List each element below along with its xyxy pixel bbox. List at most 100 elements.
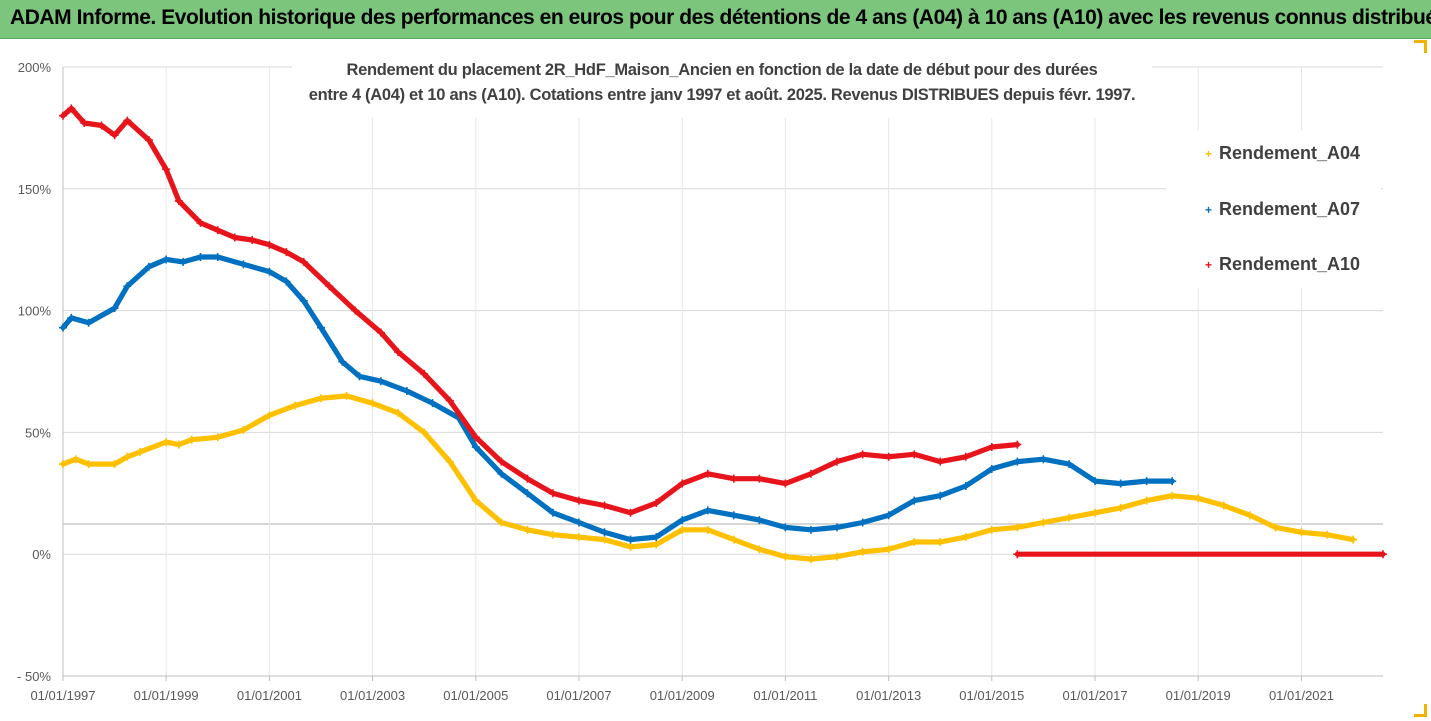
- data-point: [1142, 477, 1151, 486]
- data-point: [910, 496, 919, 505]
- data-point: [961, 533, 970, 542]
- data-point: [59, 323, 67, 332]
- data-point: [471, 496, 480, 505]
- data-point: [213, 226, 222, 235]
- data-point: [1271, 523, 1280, 532]
- data-point: [248, 235, 257, 244]
- legend-marker-a07: +: [1205, 203, 1213, 217]
- data-point: [445, 396, 454, 405]
- data-point: [136, 447, 145, 456]
- data-point: [600, 501, 609, 510]
- series-rendement_a07: [59, 253, 1177, 544]
- x-tick-label: 01/01/2003: [340, 688, 405, 703]
- y-tick-label: 200%: [18, 60, 52, 75]
- data-point: [162, 438, 171, 447]
- data-point: [196, 218, 205, 227]
- data-point: [1116, 479, 1125, 488]
- data-point: [376, 377, 385, 386]
- x-tick-label: 01/01/2005: [443, 688, 508, 703]
- banner: ADAM Informe. Evolution historique des p…: [0, 0, 1431, 39]
- data-point: [1194, 494, 1203, 503]
- legend-label-a04: Rendement_A04: [1219, 143, 1361, 163]
- data-point: [110, 460, 119, 469]
- data-point: [1091, 477, 1100, 486]
- data-point: [548, 508, 557, 517]
- y-tick-label: - 50%: [17, 669, 51, 684]
- data-point: [179, 257, 188, 266]
- series-layer: [59, 104, 1387, 564]
- data-point: [703, 506, 712, 515]
- data-point: [832, 552, 841, 561]
- data-point: [144, 136, 153, 145]
- chart-title-line-2: entre 4 (A04) et 10 ans (A10). Cotations…: [308, 86, 1136, 104]
- data-point: [213, 433, 222, 442]
- data-point: [626, 542, 635, 551]
- data-point: [299, 257, 308, 266]
- series-line: [60, 393, 1356, 562]
- series-line: [60, 254, 1175, 543]
- data-point: [755, 474, 764, 483]
- data-point: [84, 318, 93, 327]
- data-point: [1039, 455, 1048, 464]
- data-point: [420, 369, 429, 378]
- data-point: [316, 394, 325, 403]
- data-point: [71, 455, 80, 464]
- data-point: [428, 399, 437, 408]
- data-point: [600, 528, 609, 537]
- data-point: [316, 323, 325, 332]
- data-point: [187, 435, 196, 444]
- x-tick-label: 01/01/2011: [753, 688, 817, 703]
- y-tick-label: 50%: [25, 425, 51, 440]
- data-point: [1013, 523, 1022, 532]
- data-point: [1013, 440, 1022, 449]
- data-point: [832, 457, 841, 466]
- legend-label-a07: Rendement_A07: [1219, 199, 1361, 219]
- data-point: [338, 357, 347, 366]
- legend-item-a10: + Rendement_A10: [1205, 254, 1360, 280]
- data-point: [342, 391, 351, 400]
- data-point: [1219, 501, 1228, 510]
- data-point: [67, 313, 76, 322]
- data-point: [59, 460, 67, 469]
- x-tick-label: 01/01/2013: [856, 688, 921, 703]
- data-point: [110, 131, 119, 140]
- tick-labels: 200% 150% 100% 50% 0% - 50% 01/01/1997 01/01/19…: [17, 60, 1334, 703]
- frame-corner-top-right: [1414, 40, 1427, 53]
- data-point: [884, 545, 893, 554]
- series-rendement_a10: [59, 104, 1022, 517]
- data-point: [144, 262, 153, 271]
- data-point: [80, 119, 89, 128]
- data-point: [265, 240, 274, 249]
- legend-marker-a10: +: [1205, 258, 1213, 272]
- chart-title-background: [292, 56, 1152, 118]
- data-point: [445, 457, 454, 466]
- axes: [62, 67, 1383, 681]
- data-point: [282, 277, 291, 286]
- data-point: [59, 111, 67, 120]
- data-point: [1039, 518, 1048, 527]
- data-point: [1013, 457, 1022, 466]
- data-point: [1091, 508, 1100, 517]
- data-point: [987, 443, 996, 452]
- data-point: [497, 469, 506, 478]
- data-point: [936, 538, 945, 547]
- data-point: [420, 428, 429, 437]
- data-point: [1379, 550, 1387, 559]
- data-point: [910, 538, 919, 547]
- x-tick-label: 01/01/2015: [959, 688, 1024, 703]
- data-point: [196, 253, 205, 262]
- chart-title: Rendement du placement 2R_HdF_Maison_Anc…: [292, 58, 1152, 108]
- data-point: [755, 545, 764, 554]
- data-point: [884, 511, 893, 520]
- data-point: [1013, 550, 1022, 559]
- data-point: [1297, 528, 1306, 537]
- data-point: [961, 452, 970, 461]
- legend-item-a04: + Rendement_A04: [1205, 143, 1360, 169]
- chart-title-line-1: Rendement du placement 2R_HdF_Maison_Anc…: [346, 61, 1098, 79]
- data-point: [213, 253, 222, 262]
- data-point: [162, 165, 171, 174]
- data-point: [678, 479, 687, 488]
- data-point: [325, 282, 334, 291]
- legend-item-a07: + Rendement_A07: [1205, 199, 1360, 225]
